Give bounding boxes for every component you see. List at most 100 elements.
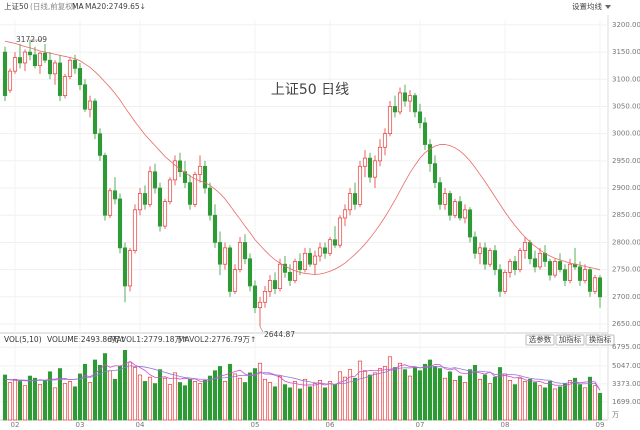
candle-body <box>67 59 73 77</box>
x-tick-label: 05 <box>251 421 260 429</box>
volume-bar <box>372 372 378 421</box>
volume-bar <box>52 387 58 421</box>
candle-body <box>317 247 323 257</box>
volume-bar <box>102 353 108 421</box>
volume-bar <box>472 365 478 421</box>
volume-ma-legend: MAVOL1:2779.18万↑ <box>110 335 188 344</box>
volume-bar <box>92 359 98 421</box>
volume-ma-line <box>4 365 601 391</box>
volume-bar <box>87 382 93 421</box>
candle-body <box>232 269 238 292</box>
volume-bar <box>77 373 83 421</box>
volume-bar <box>572 377 578 421</box>
volume-bar <box>347 369 353 421</box>
candle-body <box>327 239 333 254</box>
candle-body <box>282 263 288 273</box>
volume-bar <box>167 384 173 421</box>
candle-body <box>392 106 398 113</box>
annotation-leader <box>259 326 264 332</box>
volume-bar <box>332 384 338 421</box>
candle-body <box>152 171 158 189</box>
candle-body <box>62 76 68 96</box>
volume-ma-legend: MAVOL2:2776.79万↑ <box>178 335 256 344</box>
volume-bar <box>517 377 523 421</box>
candle-body <box>162 201 168 227</box>
volume-bar <box>592 385 598 421</box>
volume-bar <box>542 387 548 421</box>
volume-bar <box>512 384 518 421</box>
y-tick-label: 2700.00 <box>612 293 640 301</box>
volume-bar <box>522 381 528 421</box>
extreme-label: 2644.87 <box>264 330 295 339</box>
dropdown-icon[interactable] <box>605 5 611 9</box>
volume-bar <box>42 380 48 421</box>
button[interactable] <box>525 334 555 346</box>
volume-bar <box>82 363 88 421</box>
volume-bar <box>407 375 413 421</box>
chart-annotation-title: 上证50 日线 <box>271 82 349 98</box>
button-label[interactable]: 换指标 <box>589 334 612 344</box>
candle-body <box>382 133 388 148</box>
candle-body <box>402 92 408 102</box>
volume-bar <box>187 378 193 421</box>
y-tick-label: 2800.00 <box>612 238 640 246</box>
candle-body <box>372 160 378 178</box>
volume-bar <box>307 386 313 421</box>
volume-bar <box>162 377 168 421</box>
candle-body <box>337 217 343 246</box>
volume-bar <box>352 377 358 421</box>
volume-bar <box>577 384 583 421</box>
instrument-title: 上证50 <box>4 2 29 11</box>
volume-bar <box>497 367 503 421</box>
candle-body <box>122 247 128 287</box>
volume-bar <box>232 373 238 421</box>
candle-body <box>312 255 318 265</box>
candle-body <box>522 242 528 251</box>
button[interactable] <box>555 334 585 346</box>
volume-bar <box>297 388 303 421</box>
button-label[interactable]: 加指标 <box>559 334 582 344</box>
y-tick-label: 2900.00 <box>612 184 640 192</box>
volume-bar <box>507 380 513 421</box>
x-tick-label: 03 <box>76 421 85 429</box>
candle-body <box>212 214 218 243</box>
candle-body <box>352 193 358 205</box>
x-tick-label: 08 <box>501 421 510 429</box>
volume-bar <box>2 374 8 421</box>
candle-body <box>17 57 23 64</box>
volume-bar <box>597 392 603 421</box>
candle-body <box>82 84 88 110</box>
volume-bar <box>212 370 218 421</box>
candle-body <box>542 252 548 262</box>
candle-body <box>177 160 183 173</box>
volume-bar <box>217 366 223 421</box>
volume-bar <box>72 386 78 421</box>
candle-body <box>432 163 438 183</box>
candle-body <box>577 266 583 281</box>
volume-bar <box>462 382 468 421</box>
volume-bar <box>317 380 323 421</box>
volume-bar <box>152 383 158 421</box>
candle-body <box>517 250 523 270</box>
volume-bar <box>147 376 153 421</box>
volume-bar <box>557 386 563 421</box>
volume-bar <box>292 381 298 421</box>
volume-bar <box>32 377 38 421</box>
volume-bar <box>437 368 443 421</box>
candle-body <box>32 54 38 67</box>
candle-body <box>377 146 383 162</box>
settings-button[interactable]: 设置均线 <box>572 1 602 11</box>
y-tick-label: 3000.00 <box>612 130 640 138</box>
volume-bar <box>27 375 33 421</box>
volume-bar <box>362 370 368 421</box>
candle-body <box>297 261 303 270</box>
button-label[interactable]: 选参数 <box>529 334 552 344</box>
candle-body <box>437 182 443 205</box>
volume-bar <box>12 378 18 421</box>
candle-body <box>467 209 473 238</box>
candle-body <box>302 252 308 270</box>
volume-bar <box>197 383 203 421</box>
candle-body <box>142 193 148 205</box>
y-tick-label: 5047.00 <box>612 362 640 370</box>
volume-bar <box>7 382 13 421</box>
